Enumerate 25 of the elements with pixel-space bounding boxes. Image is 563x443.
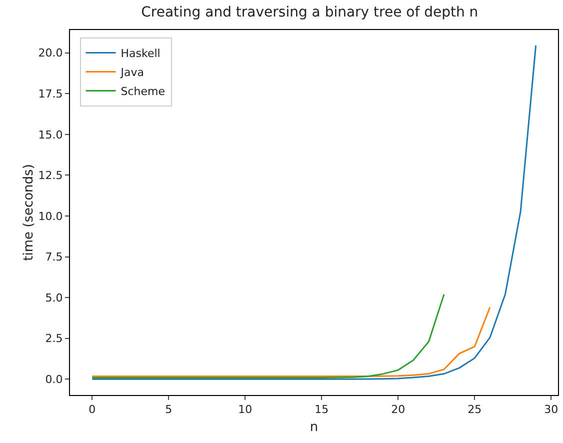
y-tick-label: 7.5 — [45, 250, 63, 264]
y-tick-label: 5.0 — [45, 291, 63, 304]
legend-label: Scheme — [120, 85, 166, 98]
legend-label: Haskell — [120, 47, 160, 60]
line-series — [91, 44, 537, 380]
x-tick-label: 5 — [165, 403, 172, 416]
y-tick-label: 17.5 — [38, 87, 63, 100]
y-axis-title: time (seconds) — [21, 164, 36, 261]
y-tick-label: 12.5 — [38, 169, 63, 182]
line-series — [91, 306, 491, 377]
y-tick-label: 20.0 — [38, 46, 63, 60]
x-tick-label: 30 — [544, 403, 558, 416]
x-tick-label: 0 — [88, 403, 96, 416]
y-tick-label: 10.0 — [38, 210, 63, 223]
y-tick-label: 15.0 — [38, 128, 63, 142]
chart-title: Creating and traversing a binary tree of depth n — [141, 4, 478, 20]
x-tick-label: 20 — [391, 403, 406, 416]
line-series — [91, 294, 445, 378]
x-tick-label: 15 — [314, 403, 329, 416]
x-tick-label: 10 — [238, 403, 252, 416]
x-axis-title: n — [310, 420, 318, 435]
legend-label: Java — [120, 66, 144, 80]
x-tick-label: 25 — [468, 403, 482, 416]
y-tick-label: 0.0 — [45, 373, 63, 386]
y-tick-label: 2.5 — [45, 332, 63, 346]
